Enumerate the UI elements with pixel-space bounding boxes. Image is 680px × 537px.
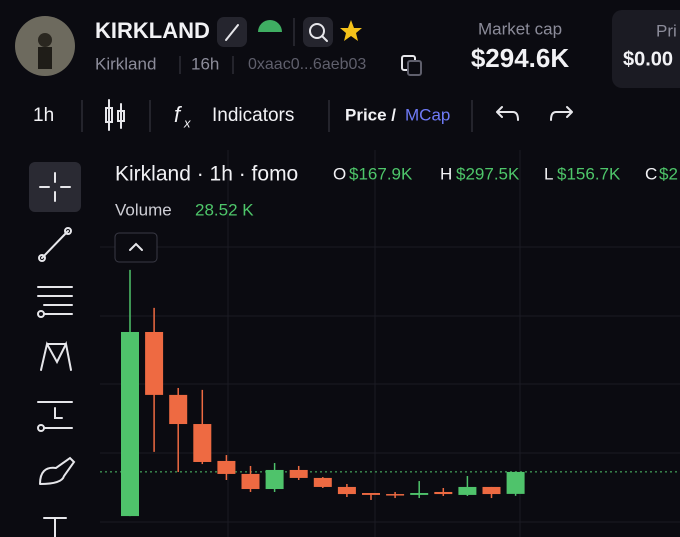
redo-button[interactable] bbox=[550, 106, 573, 121]
crosshair-icon bbox=[39, 172, 71, 202]
candle-body bbox=[121, 331, 139, 517]
high-label: H bbox=[440, 164, 452, 183]
volume-value: 28.52 K bbox=[195, 200, 254, 219]
candle-body bbox=[265, 469, 284, 490]
site-icon[interactable] bbox=[258, 20, 282, 32]
avatar-figure bbox=[38, 33, 52, 47]
low-label: L bbox=[544, 164, 553, 183]
candle-body bbox=[289, 469, 308, 478]
market-cap-label: Market cap bbox=[478, 19, 562, 38]
search-icon bbox=[309, 23, 325, 39]
candle-body bbox=[362, 493, 380, 495]
token-address: 0xaac0...6aeb03 bbox=[248, 56, 366, 73]
interval-button[interactable]: 1h bbox=[33, 105, 54, 126]
brush-tool[interactable] bbox=[39, 456, 76, 485]
candle-body bbox=[193, 424, 212, 462]
candle-body bbox=[434, 491, 453, 495]
volume-label: Volume bbox=[115, 200, 172, 219]
open-value: $167.9K bbox=[349, 164, 413, 183]
crosshair-tool[interactable] bbox=[29, 162, 81, 212]
search-button[interactable] bbox=[303, 17, 333, 47]
fx-icon: x bbox=[183, 115, 191, 130]
lines-tool[interactable] bbox=[37, 286, 73, 318]
plot bbox=[100, 269, 680, 517]
token-subname: Kirkland bbox=[95, 54, 156, 73]
chart-type-button[interactable] bbox=[105, 99, 125, 131]
candle-body bbox=[458, 486, 477, 495]
candle-body bbox=[337, 486, 356, 495]
measure-tool[interactable] bbox=[37, 401, 73, 432]
fx-icon: f bbox=[174, 102, 183, 127]
close-label: C bbox=[645, 164, 657, 183]
collapse-button[interactable] bbox=[114, 232, 158, 263]
candle-body bbox=[482, 486, 501, 495]
search-icon bbox=[321, 35, 328, 42]
undo-button[interactable] bbox=[496, 106, 519, 121]
pattern-tool[interactable] bbox=[40, 340, 72, 371]
low-value: $156.7K bbox=[557, 164, 621, 183]
token-name: KIRKLAND bbox=[95, 18, 210, 43]
price-label: Pri bbox=[656, 21, 677, 40]
candle-body bbox=[386, 494, 405, 496]
candle-body bbox=[145, 331, 164, 395]
chart-title: Kirkland · 1h · fomo bbox=[115, 163, 298, 186]
candle-body bbox=[241, 473, 260, 490]
close-value: $2 bbox=[659, 164, 678, 183]
price-card bbox=[612, 10, 680, 88]
collapse-icon bbox=[129, 242, 143, 251]
favorite-star[interactable] bbox=[340, 20, 362, 41]
price-toggle[interactable]: Price / bbox=[345, 105, 396, 124]
open-label: O bbox=[333, 164, 346, 183]
market-cap-value: $294.6K bbox=[471, 43, 570, 73]
candle-body bbox=[217, 460, 236, 474]
avatar-figure bbox=[38, 47, 52, 69]
trendline-tool[interactable] bbox=[38, 227, 72, 262]
high-value: $297.5K bbox=[456, 164, 520, 183]
copy-icon bbox=[407, 60, 422, 76]
candle-body bbox=[506, 471, 525, 494]
candle-body bbox=[169, 394, 188, 425]
token-age: 16h bbox=[191, 54, 219, 73]
price-value: $0.00 bbox=[623, 48, 673, 70]
mcap-toggle[interactable]: MCap bbox=[405, 105, 450, 124]
candle-body bbox=[410, 493, 429, 495]
indicators-button[interactable]: Indicators bbox=[212, 105, 294, 126]
edit-icon bbox=[225, 24, 239, 41]
text-tool[interactable] bbox=[43, 517, 67, 537]
candle-body bbox=[313, 477, 332, 487]
